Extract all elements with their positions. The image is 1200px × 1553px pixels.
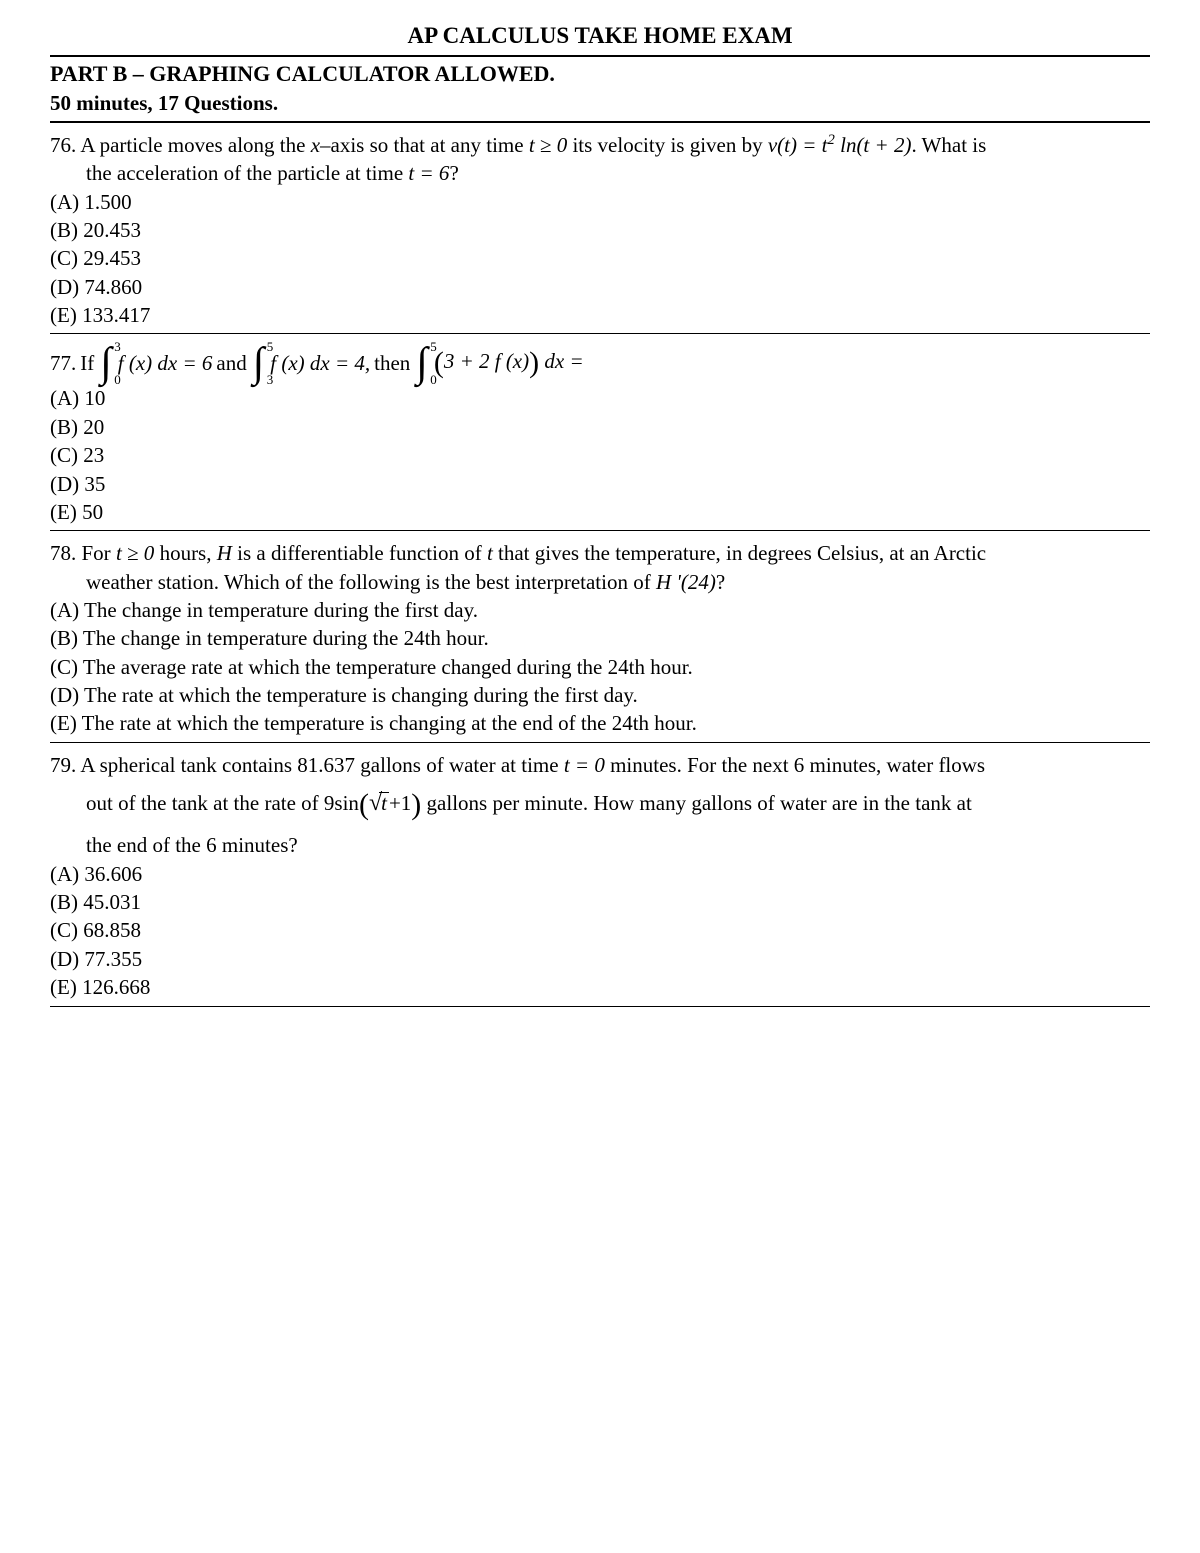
question-78: 78. For t ≥ 0 hours, H is a differentiab… bbox=[50, 533, 1150, 742]
q78-H: H bbox=[217, 541, 237, 565]
integral-icon: ∫ bbox=[416, 340, 428, 386]
q76-cond: t ≥ 0 bbox=[529, 133, 573, 157]
q77-num: 77. bbox=[50, 349, 76, 377]
q76-x: x bbox=[311, 133, 320, 157]
q79-num: 79. bbox=[50, 753, 76, 777]
q77-int3-lower: 0 bbox=[430, 371, 437, 389]
question-76: 76. A particle moves along the x–axis so… bbox=[50, 125, 1150, 334]
q76-line2: the acceleration of the particle at time bbox=[86, 161, 408, 185]
q76-qmark: ? bbox=[449, 161, 458, 185]
q78-qmark: ? bbox=[716, 570, 725, 594]
q77-int2-lower: 3 bbox=[267, 371, 274, 389]
q78-text-a: For bbox=[82, 541, 116, 565]
q78-choice-d: (D) The rate at which the temperature is… bbox=[50, 681, 1150, 709]
q77-int3: 5 ∫ 0 bbox=[416, 342, 428, 384]
q76-choice-a: (A) 1.500 bbox=[50, 188, 1150, 216]
integral-icon: ∫ bbox=[253, 340, 265, 386]
q78-choice-c: (C) The average rate at which the temper… bbox=[50, 653, 1150, 681]
q77-int1-lower: 0 bbox=[114, 371, 121, 389]
q76-text-c: its velocity is given by bbox=[572, 133, 767, 157]
q79-text-b: minutes. For the next 6 minutes, water f… bbox=[610, 753, 985, 777]
question-77: 77. If 3 ∫ 0 f (x) dx = 6 and 5 ∫ 3 f (x… bbox=[50, 336, 1150, 531]
q79-choice-d: (D) 77.355 bbox=[50, 945, 1150, 973]
q76-choice-e: (E) 133.417 bbox=[50, 301, 1150, 329]
integral-icon: ∫ bbox=[100, 340, 112, 386]
part-header: PART B – GRAPHING CALCULATOR ALLOWED. 50… bbox=[50, 57, 1150, 123]
q76-choice-d: (D) 74.860 bbox=[50, 273, 1150, 301]
q79-choice-b: (B) 45.031 bbox=[50, 888, 1150, 916]
question-79: 79. A spherical tank contains 81.637 gal… bbox=[50, 745, 1150, 1007]
q77-int1: 3 ∫ 0 bbox=[100, 342, 112, 384]
q78-Hprime: H '(24) bbox=[656, 570, 716, 594]
q77-stem: 77. If 3 ∫ 0 f (x) dx = 6 and 5 ∫ 3 f (x… bbox=[50, 342, 1150, 384]
q78-num: 78. bbox=[50, 541, 76, 565]
q77-int1-body: f (x) dx = 6 bbox=[118, 349, 213, 377]
page-title: AP CALCULUS TAKE HOME EXAM bbox=[50, 20, 1150, 57]
q76-choice-c: (C) 29.453 bbox=[50, 244, 1150, 272]
q79-stem-line2: out of the tank at the rate of 9sin(√t+1… bbox=[50, 779, 1150, 832]
q76-eq-lhs: v(t) = t2 ln(t + 2) bbox=[768, 133, 912, 157]
q79-text-a: A spherical tank contains 81.637 gallons… bbox=[80, 753, 563, 777]
q77-if: If bbox=[80, 349, 94, 377]
q78-text-d: that gives the temperature, in degrees C… bbox=[498, 541, 986, 565]
q77-int3-upper: 5 bbox=[430, 338, 437, 356]
q77-int3-body: (3 + 2 f (x)) dx = bbox=[434, 343, 584, 384]
q77-int2-upper: 5 bbox=[267, 338, 274, 356]
part-title: PART B – GRAPHING CALCULATOR ALLOWED. bbox=[50, 59, 1150, 89]
q77-int2-body: f (x) dx = 4, bbox=[270, 349, 370, 377]
q79-stem: 79. A spherical tank contains 81.637 gal… bbox=[50, 751, 1150, 779]
q78-text-b: hours, bbox=[160, 541, 217, 565]
q78-choice-b: (B) The change in temperature during the… bbox=[50, 624, 1150, 652]
q79-choice-e: (E) 126.668 bbox=[50, 973, 1150, 1001]
q77-choice-b: (B) 20 bbox=[50, 413, 1150, 441]
q78-choice-a: (A) The change in temperature during the… bbox=[50, 596, 1150, 624]
q79-choice-c: (C) 68.858 bbox=[50, 916, 1150, 944]
q76-text-a: A particle moves along the bbox=[80, 133, 310, 157]
q79-line2-b: gallons per minute. How many gallons of … bbox=[427, 791, 972, 815]
q78-stem-line2: weather station. Which of the following … bbox=[50, 568, 1150, 596]
part-subtitle: 50 minutes, 17 Questions. bbox=[50, 89, 1150, 117]
q79-rate: 9sin(√t+1) bbox=[324, 791, 421, 815]
q79-choice-a: (A) 36.606 bbox=[50, 860, 1150, 888]
q76-num: 76. bbox=[50, 133, 76, 157]
q78-stem: 78. For t ≥ 0 hours, H is a differentiab… bbox=[50, 539, 1150, 567]
q78-choice-e: (E) The rate at which the temperature is… bbox=[50, 709, 1150, 737]
q79-line2-a: out of the tank at the rate of bbox=[86, 791, 324, 815]
q76-text-b: –axis so that at any time bbox=[320, 133, 529, 157]
q77-then: then bbox=[374, 349, 410, 377]
q77-choice-e: (E) 50 bbox=[50, 498, 1150, 526]
q76-stem: 76. A particle moves along the x–axis so… bbox=[50, 131, 1150, 159]
q78-t: t bbox=[487, 541, 498, 565]
sqrt-icon: √t bbox=[369, 787, 389, 819]
q77-choice-d: (D) 35 bbox=[50, 470, 1150, 498]
q77-and: and bbox=[216, 349, 246, 377]
q76-t6: t = 6 bbox=[408, 161, 449, 185]
q76-choice-b: (B) 20.453 bbox=[50, 216, 1150, 244]
q77-int2: 5 ∫ 3 bbox=[253, 342, 265, 384]
q78-cond: t ≥ 0 bbox=[116, 541, 160, 565]
q79-t0: t = 0 bbox=[564, 753, 610, 777]
q76-text-d: . What is bbox=[911, 133, 986, 157]
q77-choice-a: (A) 10 bbox=[50, 384, 1150, 412]
q78-text-c: is a differentiable function of bbox=[237, 541, 487, 565]
q78-line2-a: weather station. Which of the following … bbox=[86, 570, 656, 594]
q77-choice-c: (C) 23 bbox=[50, 441, 1150, 469]
q79-stem-line3: the end of the 6 minutes? bbox=[50, 831, 1150, 859]
q77-int1-upper: 3 bbox=[114, 338, 121, 356]
q76-stem-line2: the acceleration of the particle at time… bbox=[50, 159, 1150, 187]
